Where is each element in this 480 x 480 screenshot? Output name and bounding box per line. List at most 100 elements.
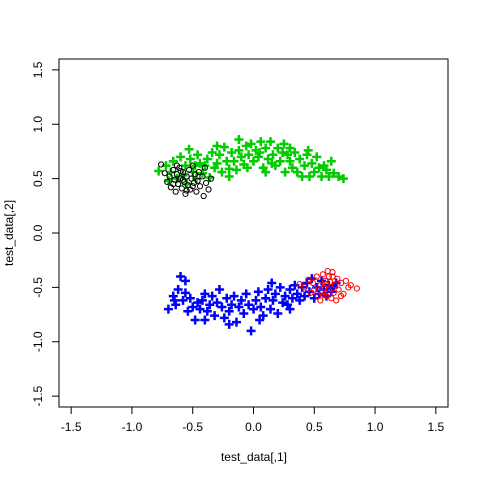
data-point [190,315,200,325]
data-point [178,295,188,305]
data-point [200,289,210,299]
data-point [212,298,222,308]
data-point [270,289,280,299]
data-point [180,288,190,298]
data-point [202,179,210,187]
data-point [170,166,177,174]
data-point [266,137,276,147]
data-point [295,295,305,305]
data-point [337,279,345,287]
data-point [335,286,342,293]
data-point [305,276,312,283]
x-tick-label: -1.5 [61,420,82,434]
data-point [197,295,207,305]
data-point [334,171,344,181]
data-point [202,154,212,164]
data-point [278,148,288,158]
data-point [227,300,237,310]
data-point [239,308,249,318]
data-point [179,176,187,183]
data-points [154,134,360,336]
data-point [161,170,168,177]
data-point [173,171,181,178]
data-point [193,150,203,160]
data-point [236,152,246,162]
data-point [200,315,210,325]
data-point [234,134,244,144]
data-point [275,282,285,292]
x-tick-label: 1.5 [428,420,445,434]
data-point [249,156,258,166]
data-point [188,302,198,312]
data-point [242,163,252,173]
data-point [296,281,303,288]
data-point [163,304,173,314]
x-axis: -1.5 -1.0 -0.5 0.0 0.5 1.0 1.5 [61,406,445,434]
data-point [219,313,229,323]
y-axis-label: test_data[,2] [2,200,16,266]
data-point [307,158,317,168]
data-point [184,144,194,154]
series-3 [296,267,360,304]
data-point [217,167,227,177]
data-point [303,145,313,155]
x-tick-label: -0.5 [182,420,203,434]
data-point [195,169,202,176]
data-point [283,150,293,160]
data-point [290,148,300,158]
data-point [214,285,224,295]
data-point [285,156,295,166]
data-point [326,156,336,166]
data-point [158,161,165,168]
data-point [217,302,227,312]
data-point [261,167,271,177]
data-point [212,158,222,168]
data-point [171,176,178,183]
data-point [251,295,261,305]
data-point [295,154,305,164]
data-point [312,152,322,162]
data-point [166,173,173,180]
data-point [304,171,314,181]
data-point [334,275,341,282]
y-tick-label: 0.0 [31,224,45,241]
data-point [317,297,324,304]
data-point [329,168,339,178]
data-point [300,291,310,301]
data-point [319,271,326,278]
data-point [285,143,295,153]
data-point [337,292,345,300]
data-point [246,326,256,336]
y-tick-label: 0.5 [31,170,45,187]
data-point [267,158,277,168]
data-point [331,282,339,289]
data-point [207,175,215,182]
data-point [280,291,290,301]
data-point [170,180,177,188]
data-point [330,289,337,296]
data-point [241,141,251,151]
series-0 [154,134,348,189]
data-point [180,276,190,286]
data-point [185,293,195,303]
data-point [154,166,164,176]
y-tick-label: 1.0 [31,116,45,133]
data-point [194,177,201,184]
data-point [314,163,324,173]
data-point [207,291,217,301]
data-point [222,293,232,303]
data-point [307,289,314,296]
data-point [195,158,205,168]
data-point [180,161,190,171]
data-point [273,143,283,153]
series-2 [163,272,341,336]
data-point [212,141,222,151]
data-point [182,190,189,197]
data-point [255,148,265,158]
y-tick-label: -1.0 [31,331,45,352]
data-point [287,293,297,303]
data-point [253,287,263,297]
data-point [347,282,354,289]
x-tick-label: -1.0 [122,420,143,434]
